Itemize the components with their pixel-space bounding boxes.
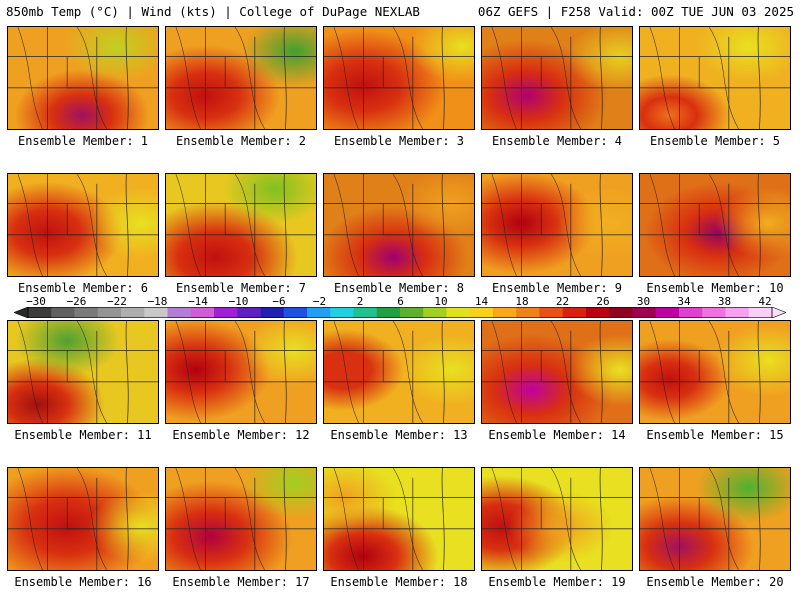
colorbar-segment xyxy=(330,307,354,318)
colorbar-segment xyxy=(516,307,540,318)
colorbar-tick-label: −10 xyxy=(228,295,249,308)
colorbar-segment xyxy=(679,307,703,318)
colorbar-segment xyxy=(702,307,726,318)
ensemble-member-map xyxy=(7,26,159,130)
colorbar-tick-label: −14 xyxy=(188,295,208,308)
colorbar-tick-label: 18 xyxy=(515,295,529,308)
ensemble-member-map xyxy=(481,26,633,130)
colorbar-tick-label: 34 xyxy=(677,295,691,308)
ensemble-member-label: Ensemble Member: 8 xyxy=(333,281,465,295)
ensemble-member-label: Ensemble Member: 1 xyxy=(17,134,149,148)
colorbar-segment xyxy=(376,307,401,318)
colorbar-tick-label: 14 xyxy=(474,295,489,308)
colorbar-segment xyxy=(260,307,285,318)
ensemble-member-map xyxy=(165,467,317,571)
colorbar-tick-label: 22 xyxy=(555,295,570,308)
colorbar-segment xyxy=(51,307,75,318)
colorbar-tick-label: 2 xyxy=(356,295,364,308)
ensemble-member-map xyxy=(7,173,159,277)
colorbar-tick-label: −2 xyxy=(312,295,327,308)
colorbar-segment xyxy=(446,307,471,318)
ensemble-member-map xyxy=(481,467,633,571)
colorbar-tick-label: 6 xyxy=(397,295,404,308)
ensemble-member-label: Ensemble Member: 2 xyxy=(175,134,307,148)
colorbar-outline xyxy=(27,307,773,318)
ensemble-member-label: Ensemble Member: 19 xyxy=(488,575,626,589)
colorbar-segment xyxy=(632,307,657,318)
ensemble-member-label: Ensemble Member: 20 xyxy=(646,575,784,589)
ensemble-member-label: Ensemble Member: 17 xyxy=(172,575,310,589)
colorbar-segment xyxy=(725,307,750,318)
ensemble-member-label: Ensemble Member: 9 xyxy=(491,281,623,295)
ensemble-member-map xyxy=(165,320,317,424)
ensemble-member-map xyxy=(639,320,791,424)
colorbar-segment xyxy=(144,307,168,318)
colorbar-segment xyxy=(539,307,564,318)
colorbar-tick-label: 42 xyxy=(758,295,772,308)
colorbar-tick-label: −6 xyxy=(272,295,286,308)
ensemble-member-map xyxy=(323,173,475,277)
colorbar-segment xyxy=(423,307,447,318)
ensemble-member-map xyxy=(7,320,159,424)
ensemble-member-label: Ensemble Member: 16 xyxy=(14,575,152,589)
colorbar-right-arrow xyxy=(771,307,786,318)
colorbar-segment xyxy=(586,307,610,318)
colorbar-segment xyxy=(307,307,331,318)
ensemble-member-map xyxy=(165,173,317,277)
ensemble-member-map xyxy=(639,173,791,277)
colorbar-segment xyxy=(748,307,773,318)
ensemble-member-label: Ensemble Member: 12 xyxy=(172,428,310,442)
ensemble-member-map xyxy=(639,26,791,130)
colorbar-tick-label: 10 xyxy=(434,295,448,308)
colorbar-segment xyxy=(353,307,378,318)
colorbar-segment xyxy=(121,307,145,318)
ensemble-member-map xyxy=(481,173,633,277)
ensemble-member-label: Ensemble Member: 7 xyxy=(175,281,307,295)
ensemble-member-label: Ensemble Member: 10 xyxy=(646,281,784,295)
ensemble-member-label: Ensemble Member: 18 xyxy=(330,575,468,589)
colorbar-tick-label: −26 xyxy=(66,295,87,308)
run-valid-time: 06Z GEFS | F258 Valid: 00Z TUE JUN 03 20… xyxy=(477,4,794,19)
colorbar-segment xyxy=(609,307,633,318)
ensemble-member-map xyxy=(323,467,475,571)
colorbar-tick-label: −18 xyxy=(147,295,168,308)
ensemble-member-label: Ensemble Member: 4 xyxy=(491,134,623,148)
colorbar-segment xyxy=(97,307,122,318)
ensemble-member-label: Ensemble Member: 6 xyxy=(17,281,149,295)
ensemble-member-label: Ensemble Member: 15 xyxy=(646,428,784,442)
ensemble-member-map xyxy=(639,467,791,571)
ensemble-member-label: Ensemble Member: 11 xyxy=(14,428,152,442)
colorbar-segment xyxy=(562,307,587,318)
colorbar-segment xyxy=(167,307,192,318)
colorbar-tick-label: 30 xyxy=(636,295,651,308)
colorbar-segment xyxy=(400,307,424,318)
ensemble-member-map xyxy=(165,26,317,130)
ensemble-member-label: Ensemble Member: 5 xyxy=(649,134,781,148)
map-title: 850mb Temp (°C) | Wind (kts) | College o… xyxy=(6,4,420,19)
colorbar-segment xyxy=(283,307,308,318)
ensemble-member-map xyxy=(7,467,159,571)
ensemble-member-label: Ensemble Member: 14 xyxy=(488,428,626,442)
ensemble-member-label: Ensemble Member: 13 xyxy=(330,428,468,442)
colorbar-tick-label: −22 xyxy=(107,295,127,308)
colorbar-segment xyxy=(469,307,494,318)
colorbar-segment xyxy=(214,307,238,318)
colorbar-segment xyxy=(190,307,215,318)
colorbar-tick-label: 26 xyxy=(596,295,610,308)
colorbar-segment xyxy=(655,307,680,318)
colorbar-tick-label: −30 xyxy=(26,295,46,308)
colorbar-tick-label: 38 xyxy=(717,295,732,308)
colorbar-segment xyxy=(493,307,517,318)
ensemble-member-map xyxy=(481,320,633,424)
colorbar-segment xyxy=(237,307,261,318)
colorbar-left-arrow xyxy=(14,307,29,318)
colorbar-segment xyxy=(74,307,99,318)
temperature-colorbar xyxy=(14,307,786,318)
colorbar-segment xyxy=(28,307,52,318)
ensemble-member-label: Ensemble Member: 3 xyxy=(333,134,465,148)
ensemble-member-map xyxy=(323,320,475,424)
ensemble-member-map xyxy=(323,26,475,130)
